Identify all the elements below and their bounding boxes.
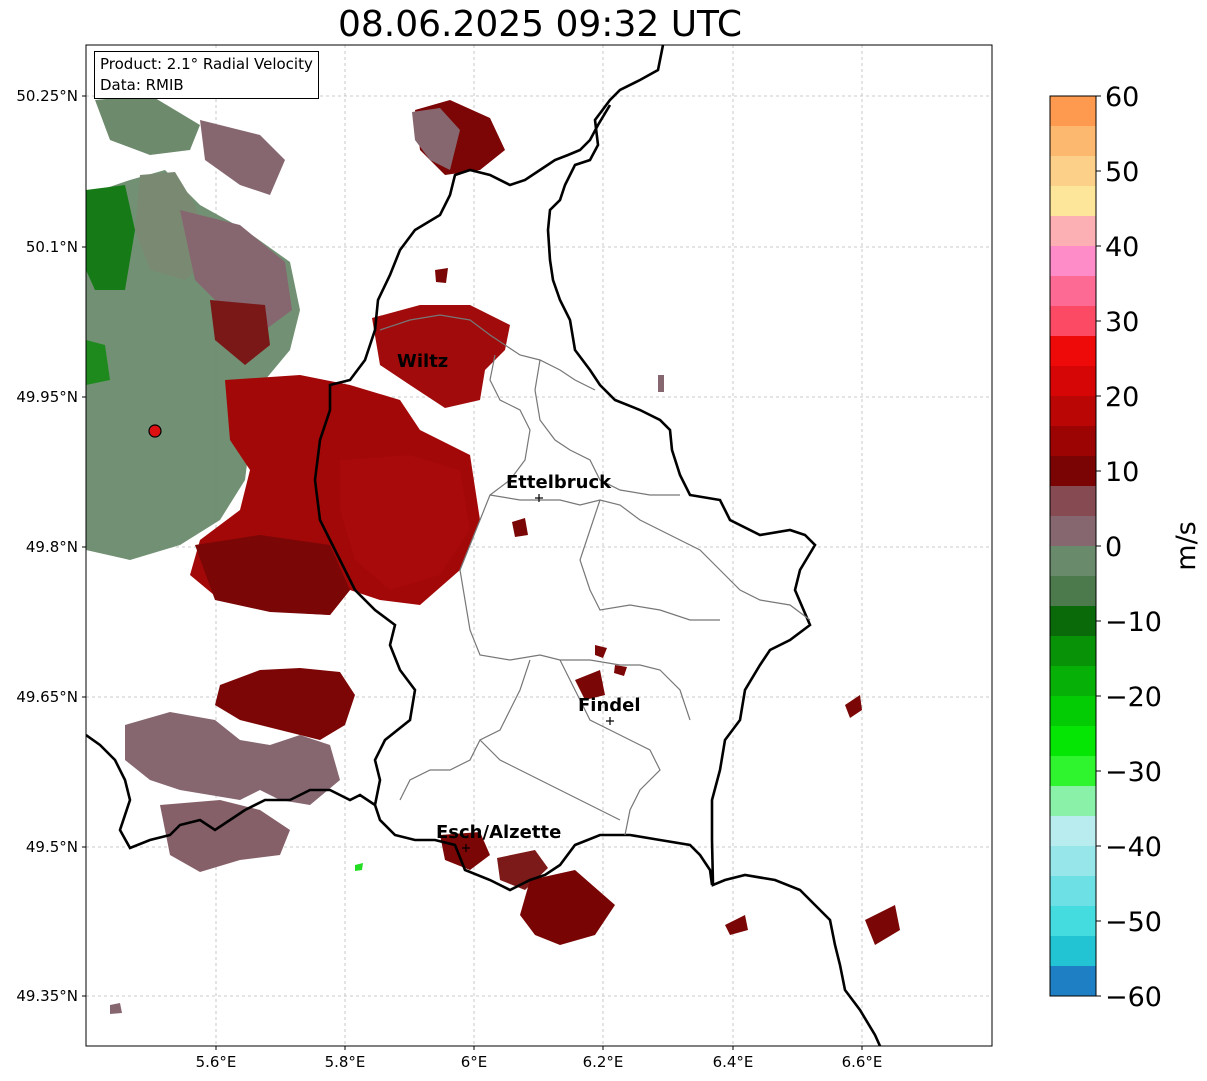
colorbar [1049,95,1097,997]
colorbar-tick-label: 40 [1105,232,1139,263]
city-label-wiltz: Wiltz [397,351,448,372]
lat-label: 50.25°N [16,87,78,105]
lat-label: 49.65°N [16,688,78,706]
country-border [86,45,882,1046]
lat-label: 49.95°N [16,388,78,406]
colorbar-tick-label: 20 [1105,382,1139,413]
colorbar-tick-label: −30 [1105,757,1162,788]
colorbar-tick-label: −50 [1105,907,1162,938]
lon-label: 6°E [461,1053,488,1071]
city-label-esch: Esch/Alzette [436,822,561,843]
map-title: 08.06.2025 09:32 UTC [337,4,743,45]
plot-frame [85,44,993,1047]
colorbar-tick-label: 60 [1105,82,1139,113]
colorbar-unit-label: m/s [1171,521,1202,570]
lon-label: 5.8°E [325,1053,366,1071]
lat-label: 50.1°N [26,238,78,256]
axis-ticks [82,95,863,1050]
radar-site-marker [148,424,162,438]
data-source-label: Data: RMIB [100,76,184,94]
city-label-ettelbruck: Ettelbruck [506,472,612,493]
city-label-findel: Findel [578,695,641,716]
colorbar-tick-label: −10 [1105,607,1162,638]
city-markers [462,494,614,852]
colorbar-ticks [1096,95,1101,997]
lat-label: 49.5°N [26,838,78,856]
product-label: Product: 2.1° Radial Velocity [100,55,313,73]
colorbar-tick-label: 50 [1105,157,1139,188]
colorbar-tick-label: −20 [1105,682,1162,713]
info-box: Product: 2.1° Radial Velocity Data: RMIB [94,51,319,99]
lon-label: 5.6°E [196,1053,237,1071]
radar-echoes [86,95,900,1014]
colorbar-tick-label: −40 [1105,832,1162,863]
lat-label: 49.35°N [16,987,78,1005]
lat-label: 49.8°N [26,538,78,556]
lon-label: 6.6°E [842,1053,883,1071]
colorbar-tick-label: 0 [1105,532,1122,563]
colorbar-tick-label: 10 [1105,457,1139,488]
lon-label: 6.2°E [583,1053,624,1071]
lon-label: 6.4°E [713,1053,754,1071]
colorbar-tick-label: −60 [1105,982,1162,1013]
colorbar-tick-label: 30 [1105,307,1139,338]
canton-borders [379,314,811,836]
